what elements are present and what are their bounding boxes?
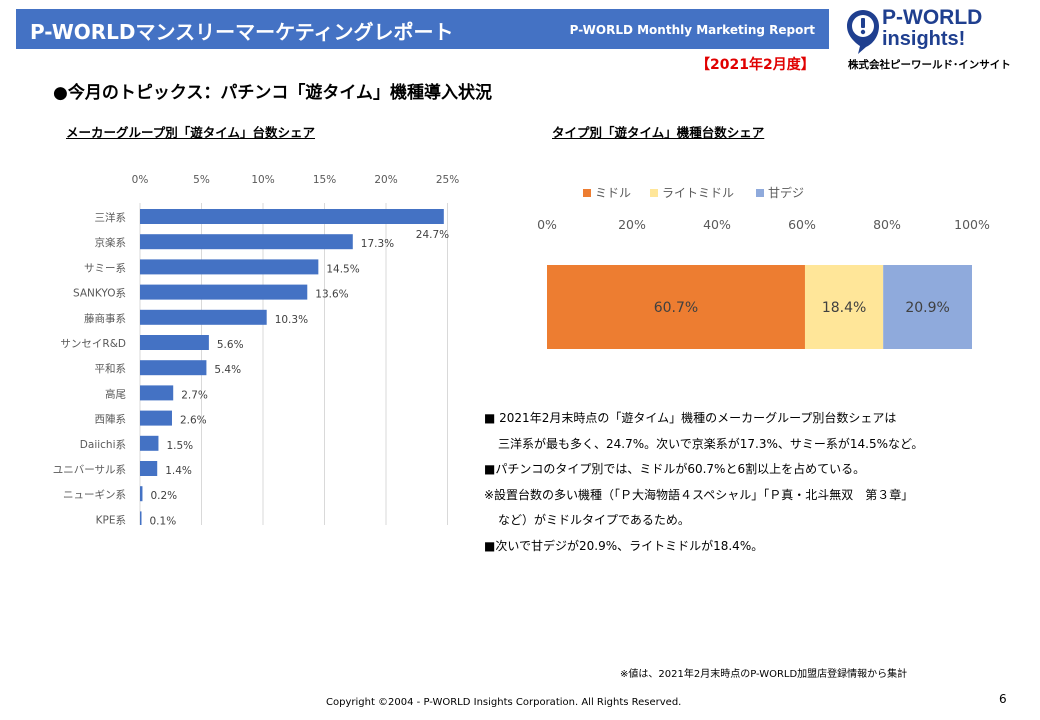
bar bbox=[140, 284, 308, 300]
legend-label: ライトミドル bbox=[662, 186, 734, 200]
bar bbox=[140, 410, 172, 426]
x-tick-label: 0% bbox=[132, 174, 149, 186]
bar bbox=[140, 435, 159, 451]
category-label: 高尾 bbox=[105, 387, 126, 400]
data-label: 0.1% bbox=[150, 515, 177, 525]
x-tick-label: 25% bbox=[436, 174, 459, 186]
x-tick-label: 15% bbox=[313, 174, 336, 186]
right-chart-title: タイプ別「遊タイム」機種台数シェア bbox=[552, 125, 765, 140]
category-label: SANKYO系 bbox=[73, 288, 126, 300]
data-label: 18.4% bbox=[822, 300, 866, 316]
category-label: 平和系 bbox=[95, 363, 127, 375]
category-label: サミー系 bbox=[84, 262, 126, 274]
category-label: サンセイR&D bbox=[60, 338, 126, 350]
bar bbox=[140, 486, 143, 502]
legend-swatch bbox=[650, 189, 658, 197]
bar bbox=[140, 461, 158, 476]
report-period: 【2021年2月度】 bbox=[696, 57, 815, 73]
legend-swatch bbox=[756, 189, 764, 197]
company-name: 株式会社ピーワールド･インサイト bbox=[848, 59, 1011, 71]
category-label: 西陣系 bbox=[95, 413, 127, 426]
note-line: など）がミドルタイプであるため。 bbox=[498, 513, 690, 527]
x-tick-label: 0% bbox=[537, 217, 557, 232]
stacked-segment bbox=[804, 265, 884, 349]
x-tick-label: 100% bbox=[954, 217, 990, 232]
note-line: 三洋系が最も多く、24.7%。次いで京楽系が17.3%、サミー系が14.5%など… bbox=[498, 436, 924, 451]
logo-text-insights: insights! bbox=[882, 28, 966, 50]
x-tick-label: 20% bbox=[374, 174, 397, 186]
bar bbox=[140, 360, 207, 376]
bar bbox=[140, 259, 319, 275]
bar bbox=[140, 385, 174, 401]
report-title: P-WORLDマンスリーマーケティングレポート bbox=[30, 20, 454, 44]
category-label: ニューギン系 bbox=[63, 489, 126, 501]
stacked-segment bbox=[547, 265, 805, 349]
data-label: 5.6% bbox=[217, 339, 244, 351]
x-tick-label: 40% bbox=[703, 217, 731, 232]
data-label: 2.7% bbox=[181, 389, 208, 401]
maker-share-bar-chart: 0% 5% 10% 15% 20% 25% 三洋系 24.7% 京楽系 17.3% サミー系 14.5… bbox=[53, 174, 459, 525]
bar bbox=[140, 234, 353, 250]
x-tick-label: 20% bbox=[618, 217, 646, 232]
category-label: Daiichi系 bbox=[80, 439, 126, 451]
bar bbox=[140, 309, 267, 325]
data-label: 13.6% bbox=[315, 289, 348, 301]
notes: ■ 2021年2月末時点の「遊タイム」機種のメーカーグループ別台数シェアは 三洋… bbox=[484, 406, 1029, 559]
data-label: 1.4% bbox=[165, 465, 192, 477]
legend-label: ミドル bbox=[595, 186, 631, 200]
report-subtitle: P-WORLD Monthly Marketing Report bbox=[569, 23, 815, 37]
info-pin-icon bbox=[847, 10, 879, 54]
logo-text-pworld: P-WORLD bbox=[882, 6, 983, 29]
data-label: 10.3% bbox=[275, 314, 308, 326]
x-tick-label: 60% bbox=[788, 217, 816, 232]
header-bar: P-WORLDマンスリーマーケティングレポート P-WORLD Monthly … bbox=[16, 9, 829, 49]
source-note: ※値は、2021年2月末時点のP-WORLD加盟店登録情報から集計 bbox=[620, 669, 908, 680]
stacked-segment bbox=[883, 265, 972, 349]
category-label: 京楽系 bbox=[95, 236, 127, 249]
x-tick-label: 80% bbox=[873, 217, 901, 232]
bar bbox=[140, 511, 142, 525]
data-label: 17.3% bbox=[361, 238, 394, 250]
bar bbox=[140, 335, 209, 350]
note-line: ※設置台数の多い機種（「Ｐ大海物語４スペシャル」「Ｐ真・北斗無双 第３章」 bbox=[484, 487, 914, 502]
category-label: 藤商事系 bbox=[84, 312, 126, 325]
legend-label: 甘デジ bbox=[768, 185, 804, 200]
topic-heading: ●今月のトピックス：パチンコ「遊タイム」機種導入状況 bbox=[53, 83, 492, 103]
company-logo: P-WORLD insights! 株式会社ピーワールド･インサイト bbox=[846, 6, 1036, 72]
category-label: 三洋系 bbox=[95, 211, 127, 224]
data-label: 0.2% bbox=[150, 490, 177, 502]
copyright: Copyright ©2004 - P-WORLD Insights Corpo… bbox=[326, 697, 682, 708]
note-line: ■ 2021年2月末時点の「遊タイム」機種のメーカーグループ別台数シェアは bbox=[484, 411, 897, 425]
left-chart-title: メーカーグループ別「遊タイム」台数シェア bbox=[66, 125, 316, 140]
data-label: 2.6% bbox=[180, 415, 207, 427]
note-line: ■パチンコのタイプ別では、ミドルが60.7%と6割以上を占めている。 bbox=[484, 462, 866, 476]
page-number: 6 bbox=[999, 692, 1007, 706]
x-tick-label: 10% bbox=[251, 174, 274, 186]
data-label: 14.5% bbox=[326, 263, 359, 275]
data-label: 60.7% bbox=[654, 300, 698, 316]
category-label: ユニバーサル系 bbox=[53, 464, 126, 476]
category-label: KPE系 bbox=[96, 514, 126, 525]
type-share-stacked-chart: ミドル ライトミドル 甘デジ 0% 20% 40% 60% 80% 100% 60.7% 18.4%… bbox=[537, 185, 990, 349]
data-label: 24.7% bbox=[416, 229, 449, 241]
legend-swatch bbox=[583, 189, 591, 197]
x-tick-label: 5% bbox=[193, 174, 210, 186]
data-label: 5.4% bbox=[214, 364, 241, 376]
data-label: 20.9% bbox=[905, 300, 949, 316]
data-label: 1.5% bbox=[166, 440, 193, 452]
note-line: ■次いで甘デジが20.9%、ライトミドルが18.4%。 bbox=[484, 538, 764, 553]
bar bbox=[140, 209, 444, 224]
